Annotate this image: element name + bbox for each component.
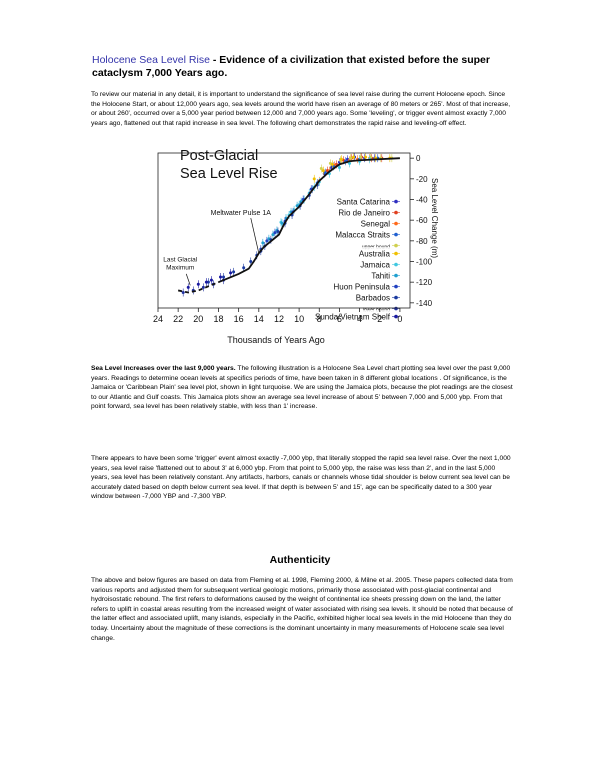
y-tick-label: -140 xyxy=(416,299,433,308)
legend-bg xyxy=(312,310,392,321)
x-tick-label: 8 xyxy=(317,314,322,324)
x-tick-label: 0 xyxy=(397,314,402,324)
y-axis-label: Sea Level Change (m) xyxy=(430,178,438,258)
annotation-lgm-line1: Last Glacial xyxy=(163,257,198,264)
trend-line-dashed xyxy=(177,281,219,294)
chart-title-line2: Sea Level Rise xyxy=(180,166,278,182)
x-tick-label: 12 xyxy=(274,314,284,324)
legend-entry-label: Sunda/Vietnam Shelf xyxy=(315,313,391,322)
page-title: Holocene Sea Level Rise - Evidence of a … xyxy=(92,54,512,80)
x-axis-label: Thousands of Years Ago xyxy=(227,335,325,345)
sea-level-chart: Post-Glacial Sea Level Rise Meltwater Pu… xyxy=(148,140,439,346)
legend-entry-label: Barbados xyxy=(356,294,390,303)
x-tick-label: 4 xyxy=(357,314,362,324)
x-tick-label: 6 xyxy=(337,314,342,324)
legend-bg xyxy=(312,247,392,258)
x-tick-label: 10 xyxy=(294,314,304,324)
legend-bg xyxy=(312,280,392,291)
chart-title-line1: Post-Glacial xyxy=(180,148,258,164)
legend-entry-label: Jamaica xyxy=(360,261,390,270)
annotation-arrow xyxy=(250,218,260,254)
legend-entry-label: Tahiti xyxy=(371,272,390,281)
legend-bg xyxy=(312,195,392,206)
chart-svg: Post-Glacial Sea Level Rise Meltwater Pu… xyxy=(153,148,439,345)
y-tick-label: -40 xyxy=(416,196,428,205)
x-tick-label: 2 xyxy=(377,314,382,324)
annotation-arrow xyxy=(185,273,191,286)
title-link[interactable]: Holocene Sea Level Rise xyxy=(92,54,210,66)
p2-bold-lead: Sea Level Increases over the last 9,000 … xyxy=(91,365,236,372)
trend-line xyxy=(218,157,400,283)
legend-entry-label: Huon Peninsula xyxy=(334,283,391,292)
legend-entry-label: Malacca Straits xyxy=(335,231,390,240)
legend-bg xyxy=(312,269,392,280)
legend-bg xyxy=(312,217,392,228)
title-subtitle: - Evidence of a civilization that existe… xyxy=(92,54,490,79)
legend-bg xyxy=(312,241,392,249)
y-tick-label: -120 xyxy=(416,278,433,287)
x-tick-label: 16 xyxy=(234,314,244,324)
x-tick-label: 14 xyxy=(254,314,264,324)
legend-bg xyxy=(312,206,392,217)
legend-bg xyxy=(312,258,392,269)
p2-text: The following illustration is a Holocene… xyxy=(91,365,513,411)
annotation-lgm-line2: Maximum xyxy=(166,265,194,272)
x-tick-label: 24 xyxy=(153,314,163,324)
authenticity-heading: Authenticity xyxy=(269,554,331,566)
legend: Santa Catarina Rio de Janeiro Senegal Malac… xyxy=(312,195,400,322)
sea-level-increase-paragraph: Sea Level Increases over the last 9,000 … xyxy=(91,364,513,412)
y-tick-label: -60 xyxy=(416,216,428,225)
y-tick-label: 0 xyxy=(416,154,421,163)
legend-entry-label: Senegal xyxy=(361,220,391,229)
plot-frame xyxy=(157,152,411,309)
x-tick-label: 18 xyxy=(213,314,223,324)
authenticity-paragraph: The above and below figures are based on… xyxy=(91,577,513,642)
annotation-meltwater: Meltwater Pulse 1A xyxy=(211,210,272,217)
y-tick-label: -100 xyxy=(416,258,433,267)
y-tick-label: -80 xyxy=(416,237,428,246)
trigger-event-paragraph: There appears to have been some 'trigger… xyxy=(91,455,511,501)
legend-bg xyxy=(312,228,392,239)
intro-paragraph: To review our material in any detail, it… xyxy=(91,91,511,127)
legend-bg xyxy=(312,291,392,302)
x-tick-label: 20 xyxy=(193,314,203,324)
legend-entry-label: Rio de Janeiro xyxy=(338,209,390,218)
legend-entry-label: Australia xyxy=(359,250,391,259)
x-tick-label: 22 xyxy=(173,314,183,324)
axes: 24 22 20 18 16 14 12 10 8 6 4 2 00-20-40-60-80-100-1… xyxy=(153,152,433,324)
legend-entry-label: Santa Catarina xyxy=(337,198,391,207)
y-tick-label: -20 xyxy=(416,175,428,184)
